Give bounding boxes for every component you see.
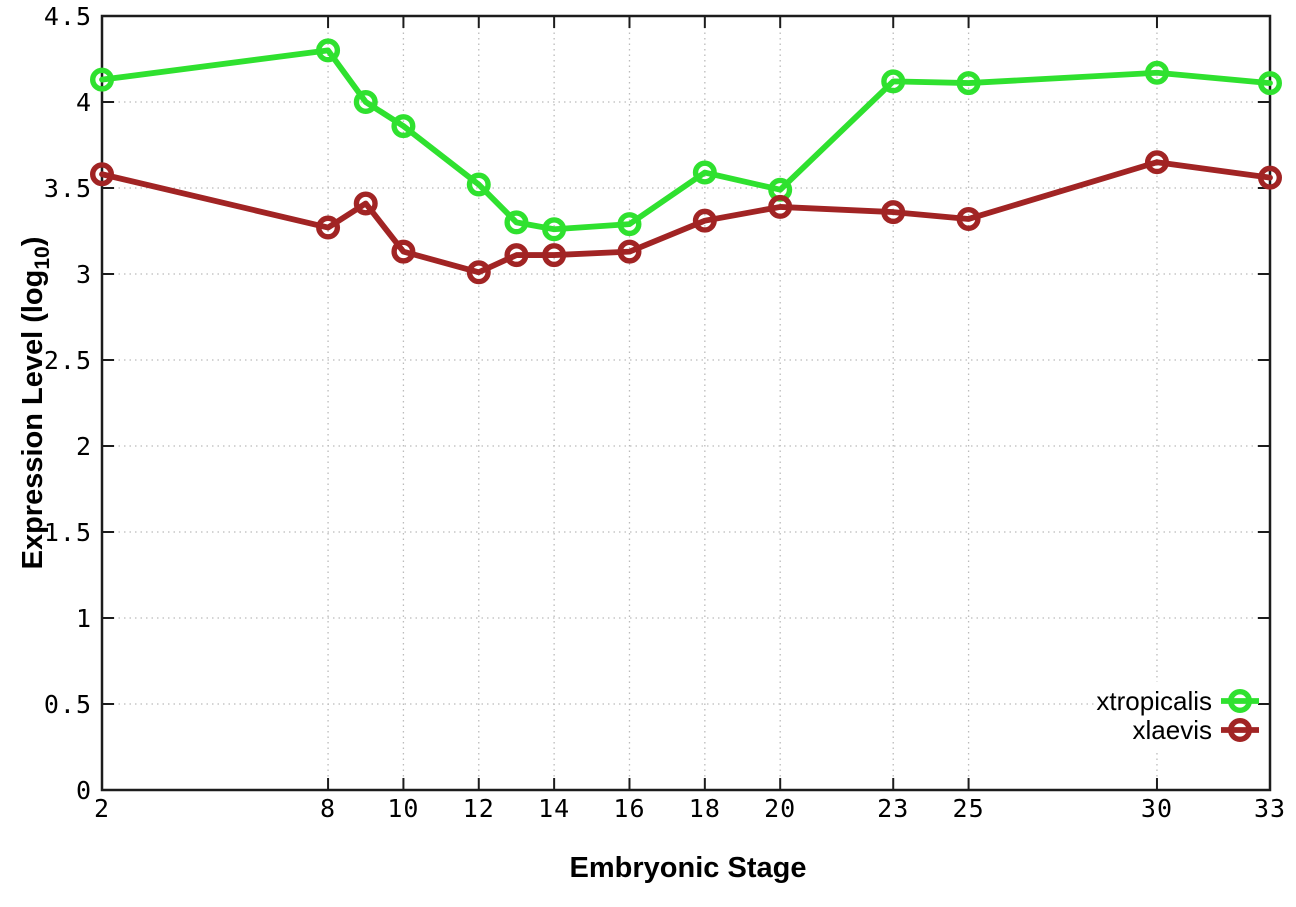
data-point-marker-xtropicalis	[466, 172, 491, 197]
data-point-marker-xtropicalis	[504, 210, 529, 235]
x-tick-label: 23	[877, 794, 909, 823]
x-tick-label: 25	[953, 794, 985, 823]
y-axis-title-subscript: 10	[31, 246, 54, 270]
y-tick-label: 3	[76, 260, 92, 289]
y-tick-label: 2	[76, 432, 92, 461]
y-axis-title-close: )	[17, 236, 49, 247]
y-tick-label: 4.5	[44, 2, 92, 31]
data-point-marker-xtropicalis	[391, 114, 416, 139]
data-point-marker-xlaevis	[89, 162, 114, 187]
data-point-marker-xlaevis	[956, 206, 981, 231]
x-tick-label: 8	[320, 794, 336, 823]
x-tick-label: 30	[1141, 794, 1173, 823]
y-tick-label: 0.5	[44, 690, 92, 719]
legend-sample-marker-xtropicalis	[1227, 689, 1252, 714]
y-axis-title-text: Expression Level (log	[17, 269, 49, 570]
data-point-marker-xlaevis	[1257, 165, 1282, 190]
data-point-marker-xtropicalis	[881, 69, 906, 94]
data-point-marker-xlaevis	[881, 200, 906, 225]
data-point-marker-xtropicalis	[316, 38, 341, 63]
series-line-xlaevis	[99, 159, 1273, 276]
data-point-marker-xtropicalis	[956, 71, 981, 96]
y-tick-label: 2.5	[44, 346, 92, 375]
data-point-marker-xtropicalis	[1257, 71, 1282, 96]
data-point-marker-xlaevis	[353, 191, 378, 216]
x-tick-label: 2	[94, 794, 110, 823]
data-point-marker-xlaevis	[692, 208, 717, 233]
y-tick-label: 1	[76, 604, 92, 633]
data-point-marker-xlaevis	[617, 239, 642, 264]
legend-label-xtropicalis: xtropicalis	[1096, 686, 1212, 716]
data-point-marker-xlaevis	[542, 243, 567, 268]
y-tick-label: 4	[76, 88, 92, 117]
data-point-marker-xtropicalis	[617, 212, 642, 237]
series-line-xtropicalis	[99, 47, 1273, 233]
data-point-marker-xlaevis	[391, 239, 416, 264]
x-tick-label: 18	[689, 794, 721, 823]
x-tick-label: 16	[613, 794, 645, 823]
y-axis-title: Expression Level (log10)	[17, 237, 55, 570]
x-tick-label: 14	[538, 794, 570, 823]
data-point-marker-xtropicalis	[353, 89, 378, 114]
data-point-marker-xtropicalis	[542, 217, 567, 242]
x-axis-title: Embryonic Stage	[569, 852, 807, 884]
legend-label-xlaevis: xlaevis	[1133, 715, 1212, 745]
data-point-marker-xlaevis	[1144, 150, 1169, 175]
x-tick-label: 12	[463, 794, 495, 823]
y-tick-label: 0	[76, 776, 92, 805]
legend-sample-marker-xlaevis	[1227, 718, 1252, 743]
plot-border	[100, 14, 1272, 792]
x-tick-label: 33	[1254, 794, 1286, 823]
data-point-marker-xlaevis	[316, 215, 341, 240]
data-point-marker-xtropicalis	[89, 67, 114, 92]
data-point-marker-xlaevis	[504, 243, 529, 268]
data-point-marker-xlaevis	[768, 194, 793, 219]
data-point-marker-xtropicalis	[692, 160, 717, 185]
x-tick-label: 20	[764, 794, 796, 823]
y-tick-label: 3.5	[44, 174, 92, 203]
data-point-marker-xlaevis	[466, 260, 491, 285]
x-tick-label: 10	[387, 794, 419, 823]
y-tick-label: 1.5	[44, 518, 92, 547]
data-point-marker-xtropicalis	[1144, 60, 1169, 85]
